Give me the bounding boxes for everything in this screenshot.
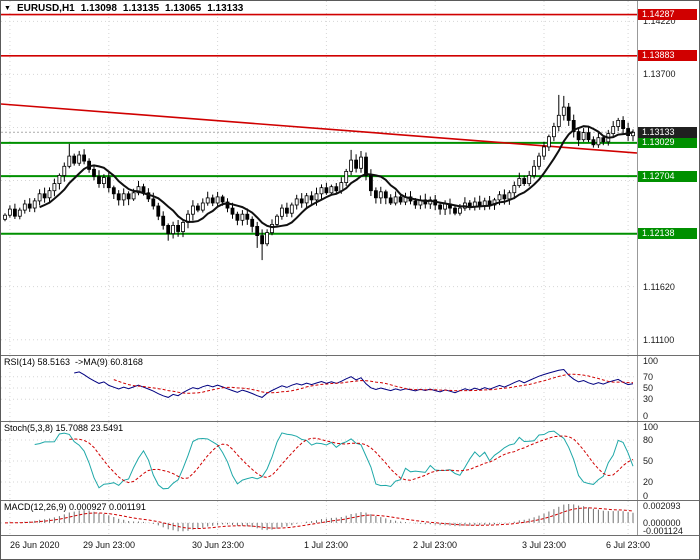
macd-scale-label: 0.000000 — [643, 517, 681, 528]
time-label: 2 Jul 23:00 — [412, 540, 458, 550]
support-price-tag: 1.12138 — [638, 228, 697, 240]
stochastic-scale-label: 20 — [643, 477, 654, 487]
macd-scale: 0.002093 0.000000 -0.001124 — [638, 501, 699, 535]
current-price-tag: 1.13133 — [638, 126, 697, 138]
price-chart-panel: ▼ EURUSD,H1 1.13098 1.13135 1.13065 1.13… — [1, 1, 699, 356]
rsi-scale-label: 0 — [643, 411, 649, 421]
macd-scale-label: 0.002093 — [643, 501, 681, 511]
axis-price-label: 1.11620 — [643, 281, 675, 292]
rsi-scale-label: 50 — [643, 383, 654, 393]
time-label: 30 Jun 23:00 — [191, 540, 245, 550]
macd-header: MACD(12,26,9) 0.000927 0.001191 — [4, 502, 146, 512]
macd-scale-label: -0.001124 — [643, 526, 683, 536]
quote-close: 1.13133 — [207, 3, 244, 14]
stochastic-scale-label: 100 — [643, 422, 659, 432]
rsi-scale-label: 30 — [643, 394, 654, 405]
time-label: 29 Jun 23:00 — [82, 540, 136, 550]
symbol-menu-icon[interactable]: ▼ — [4, 4, 11, 12]
support-price-tag: 1.13029 — [638, 137, 697, 149]
stochastic-scale: 100 80 50 20 0 — [638, 422, 699, 500]
rsi-scale-label: 100 — [643, 356, 659, 366]
axis-price-label: 1.14220 — [643, 16, 676, 27]
stochastic-header: Stoch(5,3,8) 15.7088 23.5491 — [4, 423, 124, 433]
symbol-timeframe-label: EURUSD,H1 — [16, 3, 75, 14]
macd-indicator-panel: MACD(12,26,9) 0.000927 0.001191 0.002093… — [1, 501, 699, 536]
stochastic-scale-label: 50 — [643, 456, 654, 466]
axis-price-label: 1.13700 — [643, 69, 676, 80]
rsi-scale-label: 70 — [643, 371, 654, 382]
resistance-price-tag: 1.14287 — [638, 9, 697, 21]
resistance-price-tag: 1.13883 — [638, 50, 697, 62]
rsi-scale: 100 70 50 30 0 — [638, 356, 699, 421]
quote-high: 1.13135 — [122, 3, 160, 14]
time-axis[interactable]: 26 Jun 2020 29 Jun 23:00 30 Jun 23:00 1 Jul… — [1, 536, 699, 556]
support-price-tag: 1.12704 — [638, 170, 697, 182]
rsi-indicator-panel: RSI(14) 58.5163 ->MA(9) 60.8168 100 70 50 3… — [1, 356, 699, 422]
stochastic-chart[interactable] — [1, 422, 699, 500]
macd-chart[interactable] — [1, 501, 699, 535]
price-scale[interactable]: 1.14220 1.13700 1.11620 1.11100 1.14287 1.138… — [638, 1, 699, 355]
axis-price-label: 1.11100 — [643, 334, 675, 345]
rsi-chart[interactable] — [1, 356, 699, 421]
rsi-header: RSI(14) 58.5163 ->MA(9) 60.8168 — [4, 357, 143, 367]
candlestick-chart[interactable] — [1, 1, 699, 355]
time-label: 3 Jul 23:00 — [521, 540, 567, 550]
stochastic-scale-label: 80 — [643, 435, 654, 445]
stochastic-scale-label: 0 — [643, 491, 649, 501]
time-label: 26 Jun 2020 — [10, 540, 60, 550]
stochastic-indicator-panel: Stoch(5,3,8) 15.7088 23.5491 100 80 50 20 0 — [1, 422, 699, 501]
quote-open: 1.13098 — [80, 3, 117, 14]
time-label: 1 Jul 23:00 — [303, 540, 349, 550]
quote-low: 1.13065 — [165, 3, 202, 14]
time-label: 6 Jul 23:00 — [605, 540, 651, 550]
chart-header: ▼ EURUSD,H1 1.13098 1.13135 1.13065 1.13… — [4, 3, 243, 14]
